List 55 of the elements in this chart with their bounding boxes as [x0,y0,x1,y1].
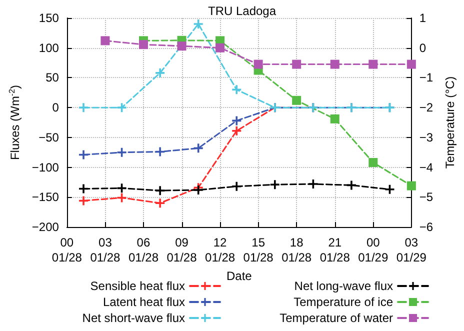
x-tick-label: 09 01/28 [166,236,198,264]
x-tick-label: 15 01/28 [243,236,274,264]
x-axis-title: Date [226,268,252,283]
point [156,68,165,78]
point [79,150,88,160]
y2-tick-label: −1 [419,70,434,85]
point [156,198,165,208]
y-tick-label: 0 [52,100,60,115]
point [117,148,126,157]
y2-tick-label: 0 [419,40,426,55]
y2-tick-label: −5 [419,190,434,204]
legend-label: Net short-wave flux [82,311,185,325]
legend-label: Latent heat flux [102,295,185,309]
y2-tick-label: −3 [419,130,434,144]
x-tick-label: 00 01/29 [358,236,388,264]
y-tick-label: −100 [32,160,60,174]
y2-tick-label: −6 [419,220,434,234]
y-tick-label: 100 [38,40,60,55]
x-tick-label: 12 01/28 [205,236,236,264]
y-axis-title: Fluxes (Wm-2) [8,84,22,160]
y-tick-label: 50 [46,70,60,85]
y2-tick-label: −4 [419,160,434,174]
y-tick-label: −50 [38,130,60,144]
legend-label: Sensible heat flux [90,279,185,293]
point [385,184,394,194]
y2-axis-title: Temperature (°C) [443,76,457,169]
x-tick-label: 21 01/28 [320,236,350,264]
point [346,180,356,190]
point [232,126,242,136]
point [156,147,165,156]
point [232,85,242,94]
chart-title: TRU Ladoga [208,4,276,18]
point [79,184,88,194]
legend-label: Temperature of ice [294,295,394,309]
x-tick-label: 18 01/28 [282,236,312,264]
legend-label: Temperature of water [280,311,393,325]
point [79,103,88,112]
x-tick-label: 06 01/28 [128,236,159,264]
y-tick-label: −150 [32,190,60,204]
y-tick-label: 150 [38,11,60,25]
y-tick-label: −200 [32,220,60,234]
y2-tick-label: −2 [419,100,434,115]
y2-tick-label: 1 [419,11,426,25]
point [79,196,88,206]
x-tick-label: 00 01/28 [52,236,82,264]
point [270,180,280,190]
x-tick-label: 03 01/29 [396,236,427,264]
point [194,19,203,28]
point [156,186,165,196]
x-tick-label: 03 01/28 [90,236,121,264]
point [232,182,242,191]
legend-label: Net long-wave flux [294,279,393,293]
point [117,103,126,112]
point [232,116,242,126]
point [308,180,318,189]
